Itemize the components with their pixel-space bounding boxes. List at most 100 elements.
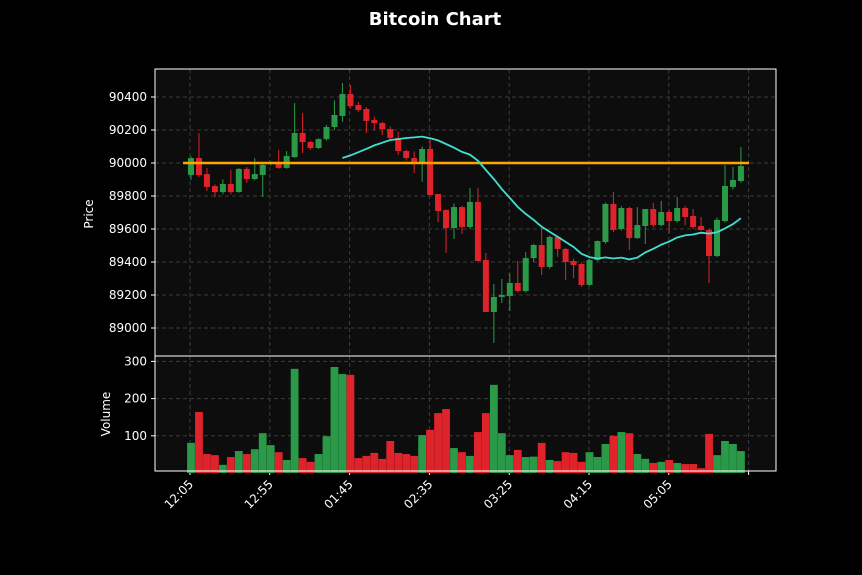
candle-body bbox=[658, 212, 665, 226]
volume-bar bbox=[282, 459, 291, 473]
candle-body bbox=[602, 203, 609, 243]
volume-bar bbox=[234, 451, 243, 473]
candle-body bbox=[419, 148, 426, 163]
volume-bar bbox=[314, 454, 323, 473]
candle-body bbox=[578, 263, 585, 285]
volume-bar bbox=[721, 441, 729, 473]
volume-bar bbox=[402, 454, 411, 473]
candle bbox=[634, 207, 641, 239]
volume-bar bbox=[585, 452, 594, 473]
candle bbox=[458, 205, 465, 234]
volume-bar bbox=[713, 455, 721, 473]
candle bbox=[714, 217, 721, 258]
candle-body bbox=[427, 148, 434, 196]
candle bbox=[451, 203, 458, 240]
volume-bar bbox=[489, 384, 498, 473]
candle bbox=[570, 258, 577, 279]
price-tick-label: 89200 bbox=[109, 288, 147, 302]
volume-bar bbox=[226, 457, 235, 473]
volume-bar bbox=[434, 413, 442, 473]
candle-body bbox=[395, 137, 402, 151]
candle bbox=[211, 184, 218, 197]
candle bbox=[618, 205, 625, 231]
candle bbox=[291, 102, 298, 159]
volume-tick-label: 300 bbox=[124, 354, 147, 368]
volume-bar bbox=[211, 455, 219, 473]
candle bbox=[666, 210, 673, 233]
candle-body bbox=[490, 296, 497, 312]
volume-bar bbox=[195, 411, 203, 473]
price-tick-label: 89600 bbox=[109, 222, 147, 236]
candle-body bbox=[618, 208, 625, 229]
volume-bar bbox=[354, 458, 363, 473]
candle-body bbox=[347, 94, 354, 107]
candle bbox=[706, 229, 713, 283]
candle-body bbox=[530, 245, 537, 259]
candle-body bbox=[387, 129, 394, 138]
candle bbox=[626, 206, 633, 250]
candle bbox=[195, 132, 202, 178]
candle-body bbox=[666, 212, 673, 222]
candle-body bbox=[403, 150, 410, 159]
candle-body bbox=[706, 229, 713, 257]
candle-body bbox=[522, 258, 529, 292]
volume-bar bbox=[450, 448, 458, 473]
candle bbox=[578, 262, 585, 287]
candle-body bbox=[188, 158, 194, 176]
candle bbox=[498, 278, 505, 303]
volume-bar bbox=[362, 455, 371, 473]
volume-bar bbox=[394, 452, 403, 473]
candle-body bbox=[243, 168, 250, 180]
candle bbox=[188, 156, 194, 180]
candle-body bbox=[443, 210, 450, 229]
candle bbox=[506, 273, 513, 312]
volume-bar bbox=[298, 458, 307, 473]
candle bbox=[698, 216, 705, 231]
volume-bar bbox=[338, 374, 347, 473]
volume-bar bbox=[266, 445, 275, 473]
x-tick-label: 02:35 bbox=[401, 477, 435, 511]
candle bbox=[482, 252, 489, 312]
volume-bar bbox=[673, 462, 682, 473]
volume-bar bbox=[665, 459, 674, 473]
candle-body bbox=[331, 114, 338, 128]
candle bbox=[466, 188, 473, 229]
candle-body bbox=[610, 203, 617, 230]
candle bbox=[729, 166, 736, 190]
candle bbox=[243, 167, 250, 183]
volume-bar bbox=[625, 433, 634, 473]
volume-bar bbox=[306, 461, 315, 473]
volume-bar bbox=[322, 436, 331, 473]
candle bbox=[586, 258, 593, 286]
candle bbox=[203, 167, 210, 192]
volume-bar bbox=[458, 452, 466, 473]
candle bbox=[403, 149, 410, 161]
candle-body bbox=[642, 209, 649, 227]
volume-bar bbox=[593, 457, 602, 473]
candle-body bbox=[721, 185, 728, 222]
volume-bar bbox=[737, 451, 745, 473]
candle bbox=[355, 101, 362, 112]
x-tick-label: 04:15 bbox=[561, 477, 595, 511]
x-tick-label: 01:45 bbox=[321, 477, 355, 511]
candle-body bbox=[259, 164, 266, 176]
x-tick-label: 05:05 bbox=[641, 477, 675, 511]
candle bbox=[530, 243, 537, 262]
candle-body bbox=[466, 201, 473, 228]
candle-body bbox=[371, 119, 378, 124]
price-tick-label: 90000 bbox=[109, 156, 147, 170]
candle-body bbox=[682, 208, 689, 217]
price-tick-label: 90400 bbox=[109, 90, 147, 104]
candle-body bbox=[355, 105, 362, 111]
candle bbox=[219, 179, 226, 195]
candle-body bbox=[411, 158, 418, 163]
volume-bar bbox=[418, 435, 427, 473]
volume-bar bbox=[370, 452, 379, 473]
price-tick-label: 90200 bbox=[109, 123, 147, 137]
candle bbox=[371, 116, 378, 130]
candle bbox=[650, 202, 657, 228]
volume-bar bbox=[729, 443, 737, 473]
price-panel bbox=[155, 69, 776, 356]
